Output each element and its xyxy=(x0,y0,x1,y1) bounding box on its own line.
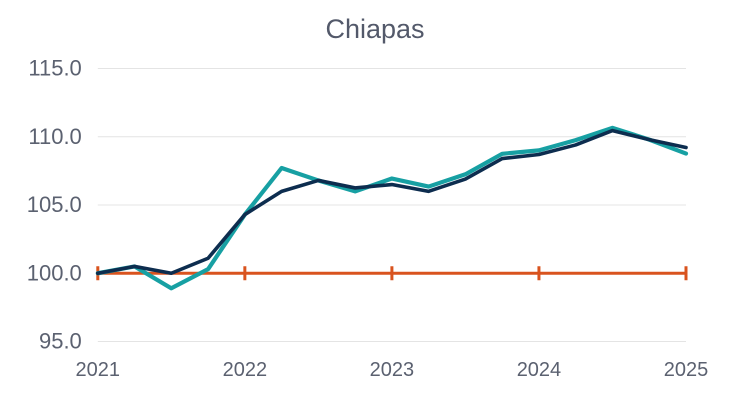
svg-text:2022: 2022 xyxy=(223,359,268,381)
svg-text:115.0: 115.0 xyxy=(28,56,81,81)
svg-text:2024: 2024 xyxy=(517,359,562,381)
svg-text:110.0: 110.0 xyxy=(28,124,81,149)
svg-text:105.0: 105.0 xyxy=(27,192,82,217)
svg-text:2021: 2021 xyxy=(76,359,121,381)
svg-text:95.0: 95.0 xyxy=(39,329,82,354)
svg-text:2023: 2023 xyxy=(370,359,415,381)
svg-text:2025: 2025 xyxy=(664,359,709,381)
svg-text:100.0: 100.0 xyxy=(27,260,82,285)
